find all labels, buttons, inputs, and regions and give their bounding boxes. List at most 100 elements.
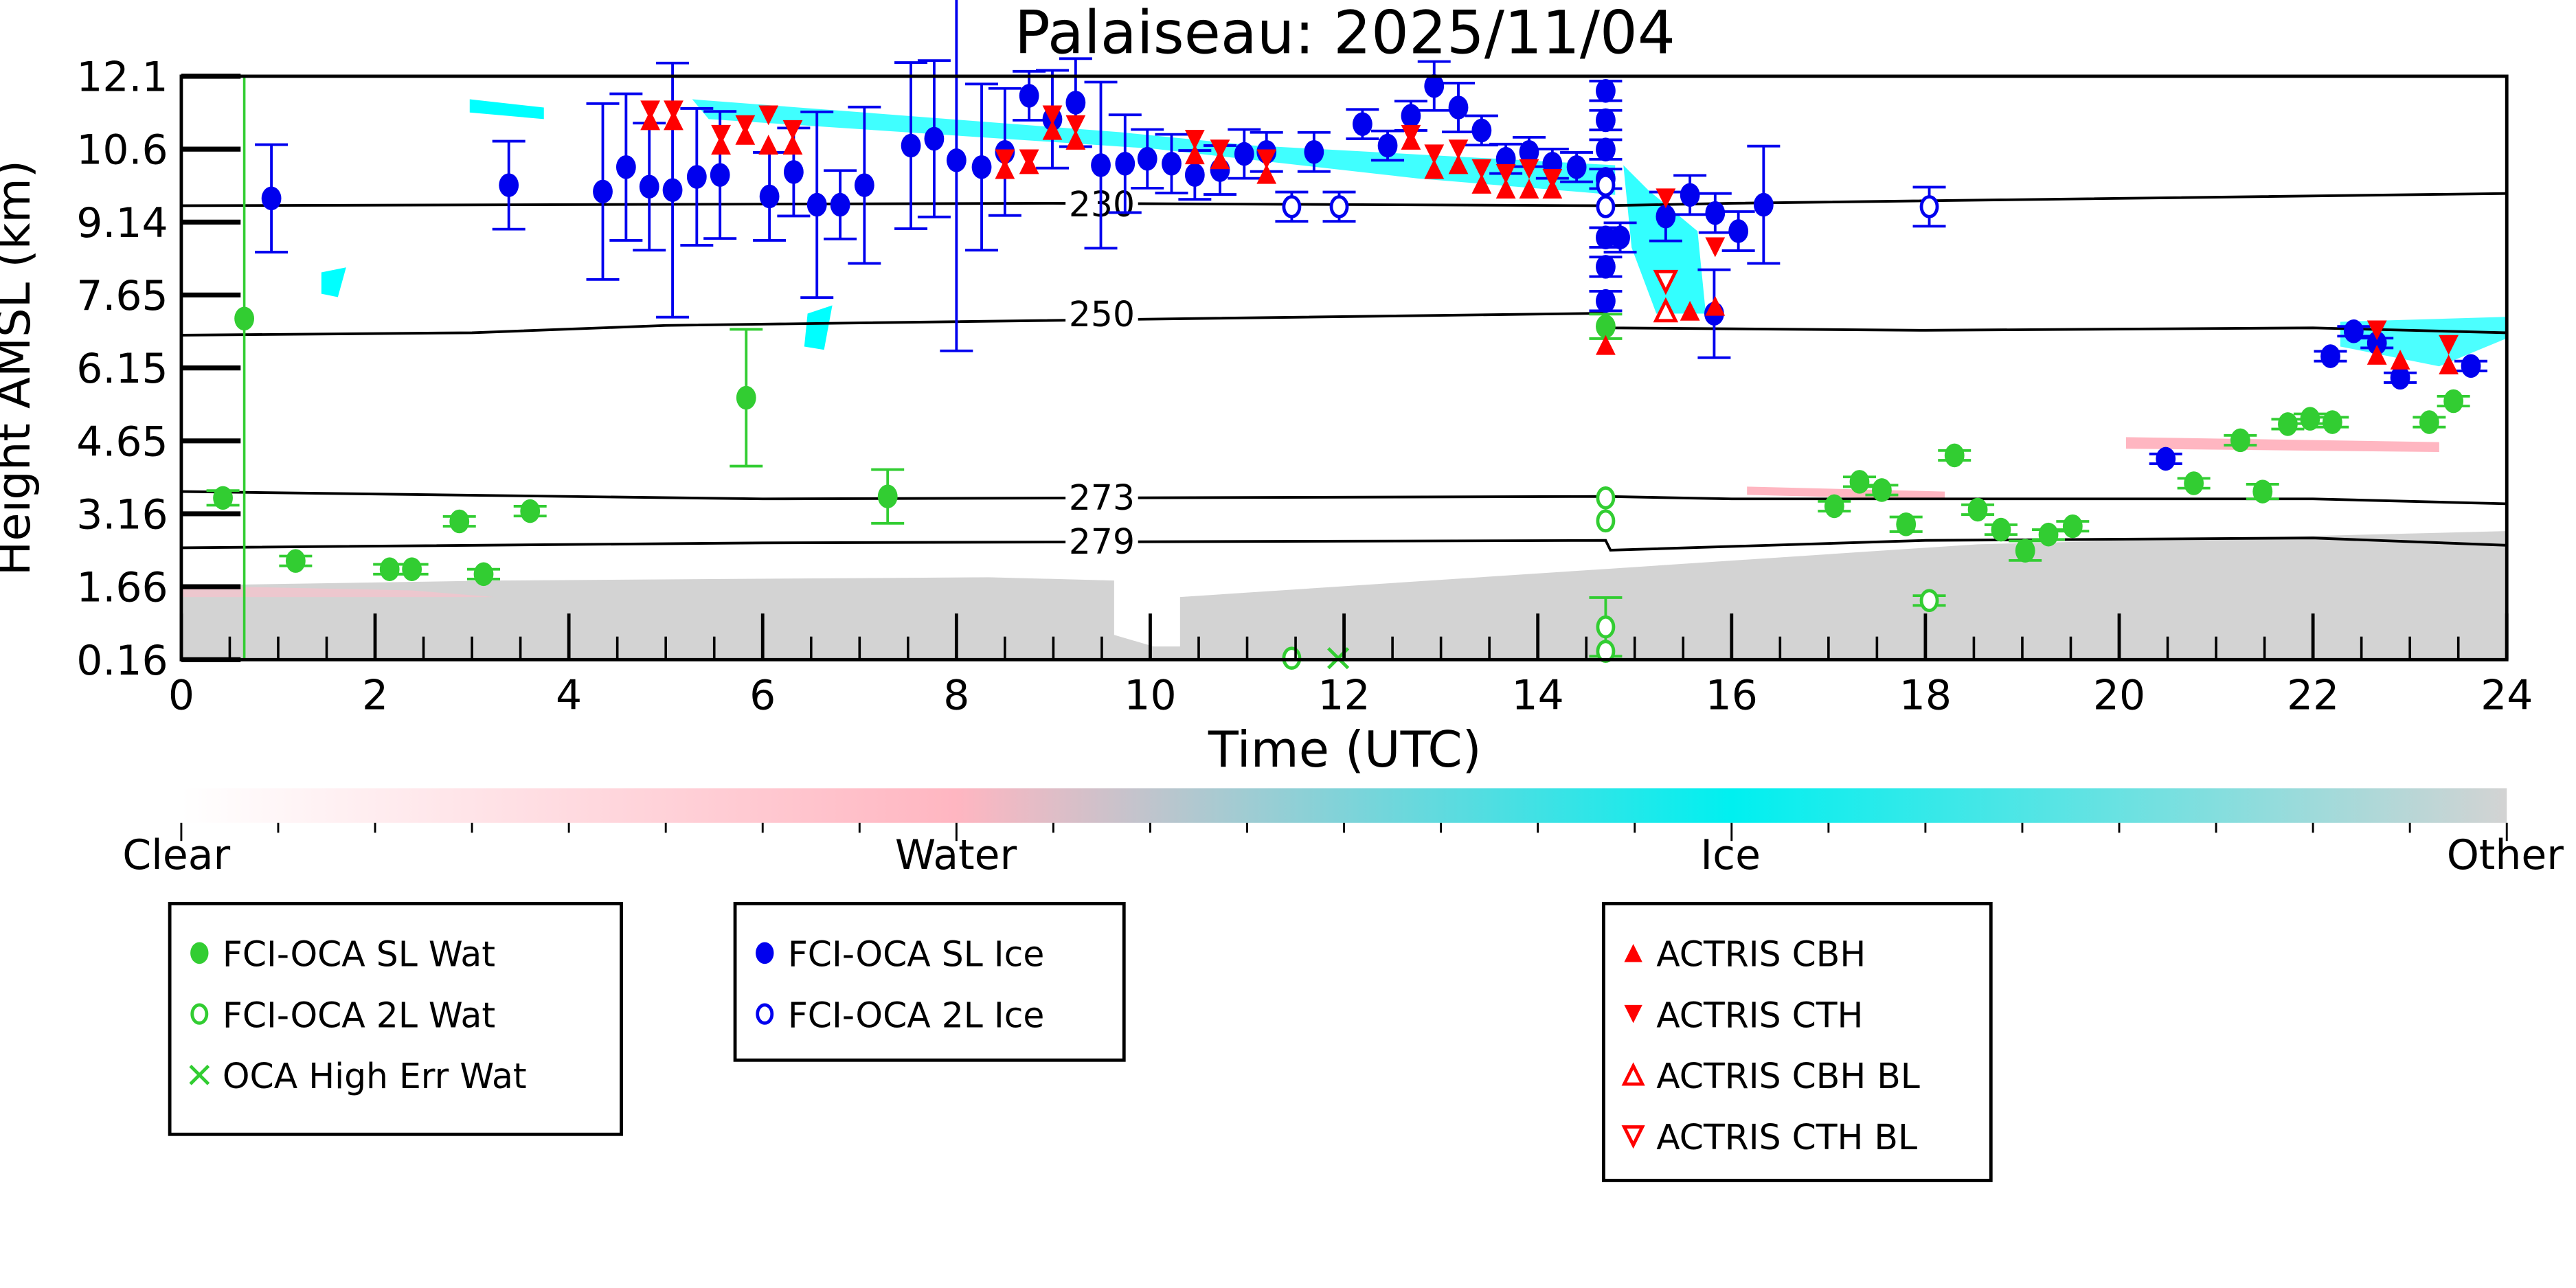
fci-oca-sl-wat-point xyxy=(1991,517,2011,542)
legend-label: ACTRIS CTH BL xyxy=(1656,1117,1917,1157)
actris-cth-point xyxy=(1424,144,1445,165)
x-tick-label: 20 xyxy=(2093,671,2145,719)
fci-oca-sl-ice-point xyxy=(261,186,282,211)
fci-oca-2l-wat-point xyxy=(1596,486,1616,510)
fci-oca-sl-ice-point xyxy=(2343,319,2364,343)
legend-label: ACTRIS CBH BL xyxy=(1656,1056,1920,1096)
fci-oca-sl-ice-point xyxy=(924,126,945,151)
actris-cth-point xyxy=(1471,159,1492,179)
actris-cth-point xyxy=(711,124,731,145)
legend-frame xyxy=(168,901,623,1136)
fci-oca-2l-wat-point xyxy=(1919,589,1939,613)
fci-oca-sl-ice-point xyxy=(662,178,683,202)
legend-label: FCI-OCA SL Ice xyxy=(788,934,1044,975)
legend-label: FCI-OCA SL Wat xyxy=(223,934,495,975)
actris-cbh-point xyxy=(1065,130,1086,150)
isotherm-label-bg xyxy=(1065,295,1138,332)
fci-oca-sl-wat-point xyxy=(473,562,494,587)
actris-cth-point xyxy=(664,100,683,121)
actris-cth-point xyxy=(1184,130,1205,150)
fci-oca-2l-ice-point xyxy=(1282,195,1302,218)
fci-oca-sl-wat-point xyxy=(1849,470,1870,494)
legend-label: ACTRIS CBH xyxy=(1656,934,1866,975)
actris-cth-bl-point xyxy=(1653,269,1679,295)
cloud-mask-background xyxy=(181,99,2507,660)
fci-oca-sl-ice-point xyxy=(2390,365,2410,390)
actris-cbh-point xyxy=(1680,301,1700,321)
actris-cbh-point xyxy=(782,135,803,155)
fci-oca-sl-ice-point xyxy=(1304,139,1324,164)
legend-marker xyxy=(190,942,209,964)
fci-oca-sl-ice-point xyxy=(593,179,613,204)
fci-oca-sl-wat-point xyxy=(1967,497,1988,522)
fci-oca-sl-ice-point xyxy=(783,160,804,184)
y-tick-label: 10.6 xyxy=(76,126,168,174)
fci-oca-2l-ice-point xyxy=(1596,173,1616,197)
actris-cbh-point xyxy=(2390,350,2410,370)
fci-oca-sl-ice-point xyxy=(1596,79,1616,103)
fci-oca-sl-ice-point xyxy=(1184,163,1205,187)
legend-marker xyxy=(1621,1062,1645,1086)
legend-box-1: FCI-OCA SL Wat FCI-OCA 2L Wat OCA High Err… xyxy=(168,901,623,1136)
actris-cbh-point xyxy=(1184,144,1205,165)
actris-cbh-point xyxy=(1471,174,1492,194)
x-tick-label: 6 xyxy=(749,671,776,719)
actris-cth-point xyxy=(782,120,803,140)
y-tick-label: 12.1 xyxy=(76,54,168,102)
colorbar-label-water: Water xyxy=(895,831,1017,879)
legend-marker xyxy=(190,1003,209,1025)
fci-oca-sl-ice-point xyxy=(1596,137,1616,161)
fci-oca-sl-ice-point xyxy=(639,174,659,199)
x-tick-label: 24 xyxy=(2481,671,2533,719)
actris-cbh-bl-point xyxy=(1653,297,1679,323)
actris-cbh-point xyxy=(1042,120,1063,140)
actris-cth-point xyxy=(1210,139,1230,160)
isotherm-line xyxy=(181,490,2507,506)
legend-box-2: FCI-OCA SL Ice FCI-OCA 2L Ice xyxy=(733,901,1126,1062)
fci-oca-sl-wat-point xyxy=(2184,471,2204,495)
legends: FCI-OCA SL Wat FCI-OCA 2L Wat OCA High Err… xyxy=(168,901,1993,1182)
fci-oca-sl-ice-point xyxy=(1566,155,1587,179)
fci-oca-sl-ice-point xyxy=(1352,112,1372,136)
fci-oca-sl-ice-point xyxy=(1162,152,1182,176)
fci-oca-sl-ice-point xyxy=(1137,146,1157,171)
fci-oca-sl-wat-point xyxy=(877,484,898,508)
fci-oca-sl-ice-point xyxy=(1680,183,1700,207)
fci-oca-sl-wat-point xyxy=(2300,407,2320,431)
fci-oca-sl-wat-point xyxy=(736,385,756,410)
actris-cbh-point xyxy=(1705,295,1726,316)
fci-oca-sl-wat-point xyxy=(2443,389,2464,414)
x-tick-label: 16 xyxy=(1706,671,1758,719)
actris-cbh-point xyxy=(1448,154,1469,174)
fci-oca-sl-ice-point xyxy=(1728,219,1749,243)
legend-marker xyxy=(1624,944,1642,962)
legend-frame xyxy=(1602,901,1993,1182)
fci-oca-sl-wat-point xyxy=(2322,410,2342,434)
fci-oca-sl-wat-point xyxy=(2419,410,2439,434)
actris-cbh-point xyxy=(1424,159,1445,179)
actris-cth-point xyxy=(1065,115,1086,135)
fci-oca-sl-ice-point xyxy=(1234,142,1254,166)
fci-oca-sl-ice-point xyxy=(830,192,850,217)
fci-oca-sl-ice-errorbar xyxy=(940,0,973,352)
fci-oca-2l-wat-point xyxy=(1596,509,1616,533)
legend-marker xyxy=(756,1003,774,1025)
fci-oca-sl-wat-point xyxy=(1944,443,1965,468)
fci-oca-sl-ice-point xyxy=(686,165,707,189)
actris-cbh-point xyxy=(1519,179,1539,199)
data-markers xyxy=(206,0,2488,670)
x-tick-label: 22 xyxy=(2287,671,2339,719)
actris-cth-point xyxy=(1519,159,1539,179)
actris-cth-point xyxy=(1495,163,1516,184)
x-tick-label: 10 xyxy=(1124,671,1176,719)
x-axis-label: Time (UTC) xyxy=(1208,721,1482,778)
actris-cth-point xyxy=(640,100,661,121)
actris-cth-point xyxy=(1019,149,1039,170)
fci-oca-sl-ice-point xyxy=(901,133,921,158)
fci-oca-sl-ice-point xyxy=(710,163,730,187)
isotherm-label: 279 xyxy=(1069,521,1135,562)
actris-cth-point xyxy=(758,105,779,126)
fci-oca-sl-wat-point xyxy=(379,557,400,581)
colorbar-label-other: Other xyxy=(2447,831,2564,879)
